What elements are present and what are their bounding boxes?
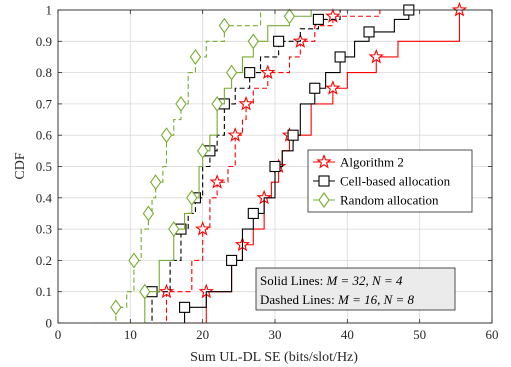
diamond-marker bbox=[175, 95, 187, 112]
x-tick-label: 50 bbox=[413, 327, 426, 342]
x-tick-label: 60 bbox=[486, 327, 499, 342]
legend-entry: Cell-based allocation bbox=[313, 174, 451, 189]
series-line bbox=[159, 10, 410, 324]
square-marker bbox=[179, 301, 191, 313]
diamond-marker bbox=[196, 142, 209, 159]
diamond-marker bbox=[225, 64, 238, 81]
series-cell-based-allocation-solid bbox=[159, 4, 415, 324]
diamond-marker bbox=[128, 252, 140, 269]
star-marker bbox=[209, 174, 225, 189]
square-marker bbox=[269, 160, 281, 173]
star-marker bbox=[194, 221, 211, 236]
diamond-marker bbox=[142, 205, 155, 222]
star-marker bbox=[260, 64, 276, 80]
star-marker bbox=[227, 127, 243, 142]
diamond-marker bbox=[247, 33, 259, 50]
x-tick-label: 30 bbox=[269, 327, 282, 342]
star-marker bbox=[238, 95, 254, 111]
y-tick-label: 0.6 bbox=[36, 128, 53, 143]
legend-entry: Random allocation bbox=[313, 192, 439, 208]
annotation-box: Solid Lines: M = 32, N = 4 Dashed Lines: … bbox=[255, 267, 456, 311]
x-tick-label: 40 bbox=[341, 327, 354, 342]
annotation-math: M = 32, N = 4 bbox=[325, 273, 403, 288]
annotation-solid-lines: Solid Lines: M = 32, N = 4 bbox=[260, 273, 403, 288]
series-random-allocation-solid bbox=[115, 8, 312, 324]
legend-entry: Algorithm 2 bbox=[313, 153, 404, 170]
annotation-prefix: Solid Lines: bbox=[260, 273, 326, 288]
annotation-background bbox=[255, 267, 456, 311]
square-marker bbox=[363, 26, 375, 38]
star-marker bbox=[158, 283, 175, 299]
series-layer bbox=[94, 1, 468, 324]
diamond-marker bbox=[283, 8, 296, 25]
y-tick-label: 0.5 bbox=[36, 159, 52, 174]
x-tick-label: 10 bbox=[124, 327, 137, 342]
y-tick-label: 0.4 bbox=[36, 190, 53, 205]
y-tick-label: 0.9 bbox=[36, 34, 52, 49]
y-tick-label: 1 bbox=[46, 3, 53, 18]
annotation-math: M = 16, N = 8 bbox=[337, 292, 415, 307]
star-marker bbox=[325, 80, 341, 95]
legend-label: Cell-based allocation bbox=[340, 174, 451, 189]
square-marker bbox=[247, 207, 259, 219]
square-marker bbox=[273, 35, 285, 47]
y-axis-label: CDF bbox=[13, 152, 28, 179]
y-tick-label: 0.1 bbox=[36, 284, 52, 299]
legend: Algorithm 2 Cell-based allocation Random a… bbox=[307, 149, 473, 213]
series-random-allocation-dashed bbox=[94, 10, 262, 324]
diamond-marker bbox=[218, 17, 231, 34]
y-tick-label: 0 bbox=[46, 316, 53, 331]
star-marker bbox=[368, 48, 384, 64]
x-tick-label: 20 bbox=[196, 327, 209, 342]
square-marker bbox=[287, 129, 299, 141]
legend-label: Random allocation bbox=[340, 193, 439, 208]
square-marker bbox=[309, 82, 321, 94]
square-marker bbox=[244, 67, 256, 79]
square-marker bbox=[312, 13, 324, 25]
diamond-marker bbox=[160, 127, 173, 144]
y-tick-label: 0.3 bbox=[36, 222, 52, 237]
star-marker bbox=[316, 153, 332, 169]
diamond-marker bbox=[186, 189, 198, 206]
y-tick-label: 0.8 bbox=[36, 65, 52, 80]
annotation-dashed-lines: Dashed Lines: M = 16, N = 8 bbox=[260, 292, 415, 307]
axes-layer: 0 10 20 30 40 50 60 0 0.1 0.2 0.3 0.4 0.5 0.6 0.7 0.8 0.… bbox=[36, 3, 499, 343]
diamond-marker bbox=[211, 95, 223, 112]
diamond-marker bbox=[110, 299, 122, 316]
square-marker bbox=[226, 254, 238, 266]
diamond-marker bbox=[189, 49, 202, 65]
x-tick-label: 0 bbox=[55, 327, 62, 342]
square-marker bbox=[318, 175, 330, 187]
annotation-prefix: Dashed Lines: bbox=[260, 292, 338, 307]
square-marker bbox=[334, 51, 346, 63]
series-algorithm-2-dashed bbox=[144, 8, 381, 324]
series-line bbox=[115, 10, 312, 324]
star-marker bbox=[451, 1, 468, 17]
series-line bbox=[94, 10, 262, 324]
y-tick-label: 0.2 bbox=[36, 253, 52, 268]
y-tick-label: 0.7 bbox=[36, 96, 53, 111]
legend-box bbox=[307, 149, 473, 213]
diamond-marker bbox=[139, 283, 151, 300]
x-axis-label: Sum UL-DL SE (bits/slot/Hz) bbox=[190, 350, 358, 365]
legend-label: Algorithm 2 bbox=[340, 155, 404, 170]
diamond-marker bbox=[149, 174, 162, 191]
diamond-marker bbox=[168, 221, 180, 238]
diamond-marker bbox=[318, 192, 330, 208]
series-line bbox=[144, 10, 381, 324]
